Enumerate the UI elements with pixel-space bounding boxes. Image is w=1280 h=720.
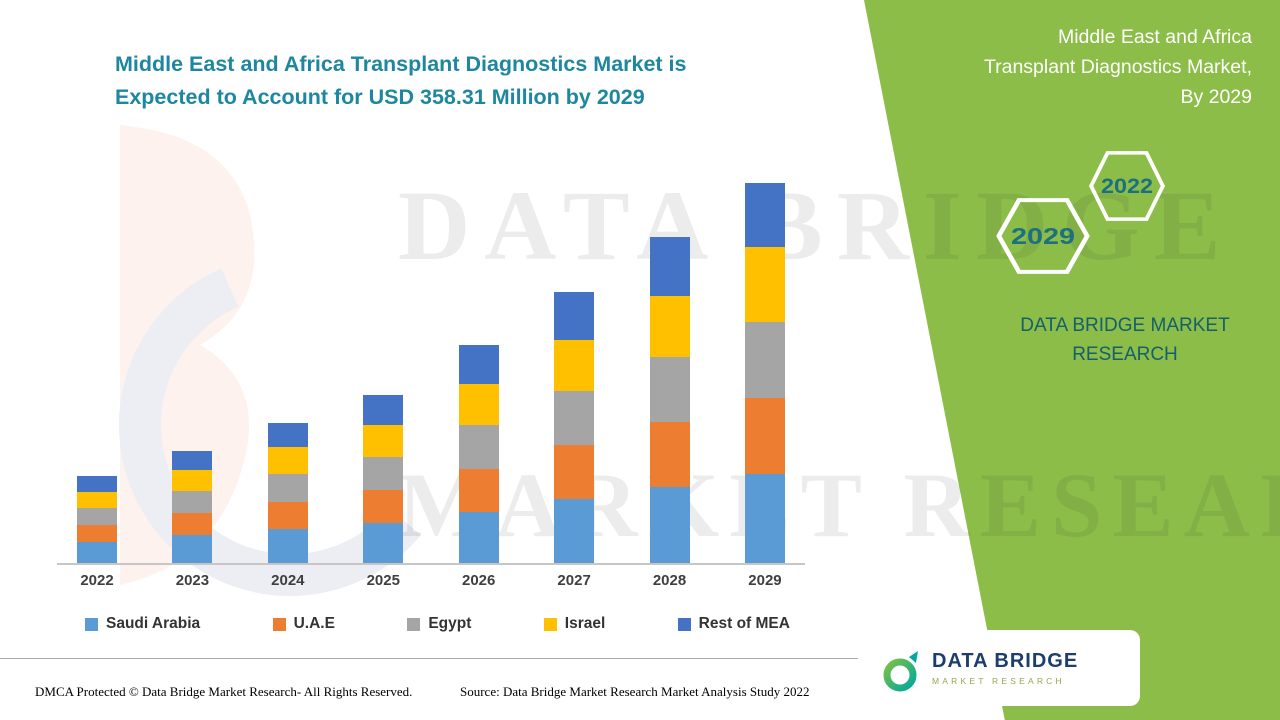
segment-2028-egypt (649, 357, 690, 422)
segment-2022-egypt (77, 507, 117, 525)
segment-2025-u-a-e (363, 489, 404, 523)
legend-item-egypt: Egypt (407, 615, 471, 633)
segment-2023-israel (172, 469, 213, 491)
side-panel-heading: Middle East and Africa Transplant Diagno… (882, 22, 1252, 113)
segment-2027-saudi-arabia (554, 499, 595, 563)
bar-2029 (744, 182, 785, 563)
chart-title-line2: Expected to Account for USD 358.31 Milli… (115, 85, 645, 110)
legend-label: Saudi Arabia (106, 615, 201, 632)
segment-2022-u-a-e (77, 524, 117, 542)
legend-label: Israel (564, 615, 606, 632)
hexagon-2022-label: 2022 (1101, 174, 1153, 198)
segment-2025-israel (363, 425, 404, 457)
segment-2024-rest-of-mea (267, 423, 308, 448)
segment-2023-egypt (172, 490, 213, 514)
segment-2025-saudi-arabia (363, 522, 404, 563)
side-heading-line2: Transplant Diagnostics Market, (983, 56, 1252, 79)
data-bridge-logo-icon (882, 645, 918, 692)
bar-2023 (172, 450, 213, 563)
bar-2025 (363, 395, 404, 563)
x-label-2025: 2025 (366, 572, 400, 589)
segment-2028-rest-of-mea (649, 237, 690, 296)
x-label-2023: 2023 (175, 572, 210, 589)
x-label-2022: 2022 (80, 572, 114, 589)
segment-2027-egypt (554, 391, 595, 446)
segment-2024-egypt (267, 473, 308, 502)
legend-item-saudi-arabia: Saudi Arabia (85, 615, 200, 633)
chart-legend: Saudi Arabia U.A.E Egypt Israel Rest of MEA (85, 615, 790, 633)
segment-2027-israel (554, 340, 595, 392)
footer-divider (0, 658, 858, 659)
segment-2026-saudi-arabia (458, 512, 499, 563)
bar-2027 (554, 291, 595, 563)
bar-2028 (649, 237, 690, 563)
logo-name: DATA BRIDGE (932, 650, 1079, 672)
segment-2028-israel (649, 295, 690, 358)
segment-2022-rest-of-mea (77, 476, 117, 492)
brand-text: DATA BRIDGE MARKET RESEARCH (1000, 312, 1250, 369)
segment-2026-u-a-e (458, 468, 499, 513)
brand-text-line1: DATA BRIDGE MARKET (1020, 315, 1230, 336)
x-label-2028: 2028 (652, 572, 687, 589)
segment-2026-israel (458, 383, 499, 426)
hexagon-2022: 2022 (1088, 150, 1166, 222)
legend-label: U.A.E (293, 615, 335, 632)
side-heading-line3: By 2029 (1180, 86, 1252, 109)
bar-2024 (267, 423, 308, 563)
legend-swatch-icon (543, 617, 557, 631)
dmca-notice: DMCA Protected © Data Bridge Market Rese… (35, 684, 413, 699)
x-label-2027: 2027 (557, 572, 591, 589)
segment-2024-israel (267, 447, 308, 474)
segment-2023-saudi-arabia (172, 535, 213, 563)
segment-2028-u-a-e (649, 421, 690, 487)
legend-swatch-icon (272, 617, 286, 631)
hexagon-2022-outline-icon (1088, 151, 1166, 221)
bar-chart-plot-area (57, 175, 805, 565)
hexagon-2029-label: 2029 (1011, 222, 1075, 249)
legend-label: Egypt (428, 615, 472, 632)
hexagon-2029-outline-icon (996, 198, 1090, 274)
x-label-2024: 2024 (271, 572, 305, 589)
legend-swatch-icon (677, 617, 691, 631)
logo-subtitle: MARKET RESEARCH (932, 676, 1065, 686)
segment-2026-egypt (458, 425, 499, 469)
segment-2023-u-a-e (172, 513, 213, 536)
segment-2026-rest-of-mea (458, 344, 499, 384)
segment-2023-rest-of-mea (172, 450, 213, 470)
bar-2026 (458, 344, 499, 563)
bar-2022 (77, 476, 117, 563)
hexagon-2029: 2029 (995, 197, 1091, 275)
segment-2022-israel (77, 491, 117, 508)
segment-2022-saudi-arabia (77, 541, 117, 563)
segment-2027-u-a-e (554, 445, 595, 500)
legend-item-u-a-e: U.A.E (272, 615, 335, 633)
legend-swatch-icon (407, 617, 421, 631)
segment-2024-saudi-arabia (267, 529, 308, 563)
source-note: Source: Data Bridge Market Research Mark… (460, 684, 810, 699)
segment-2029-u-a-e (744, 397, 785, 474)
segment-2025-rest-of-mea (363, 395, 404, 426)
chart-title: Middle East and Africa Transplant Diagno… (115, 48, 687, 115)
legend-label: Rest of MEA (698, 615, 790, 632)
legend-item-israel: Israel (543, 615, 606, 633)
x-label-2029: 2029 (748, 572, 782, 589)
segment-2029-saudi-arabia (744, 473, 785, 563)
segment-2025-egypt (363, 456, 404, 490)
legend-swatch-icon (85, 617, 98, 631)
x-axis-labels: 2022 2023 2024 2025 2026 2027 2028 2029 (57, 572, 805, 589)
side-heading-line1: Middle East and Africa (1057, 26, 1252, 48)
segment-2029-rest-of-mea (744, 182, 785, 247)
watermark-market-research: MARKET RESEARCH (398, 454, 1280, 556)
x-label-2026: 2026 (462, 572, 496, 589)
chart-title-line1: Middle East and Africa Transplant Diagno… (115, 52, 687, 76)
segment-2028-saudi-arabia (649, 486, 690, 563)
segment-2029-egypt (744, 322, 785, 398)
brand-text-line2: RESEARCH (1072, 343, 1178, 365)
segment-2029-israel (744, 246, 785, 323)
legend-item-rest-of-mea: Rest of MEA (677, 615, 790, 633)
segment-2027-rest-of-mea (554, 291, 595, 341)
segment-2024-u-a-e (267, 501, 308, 530)
data-bridge-logo-card: DATA BRIDGE MARKET RESEARCH (862, 630, 1140, 706)
